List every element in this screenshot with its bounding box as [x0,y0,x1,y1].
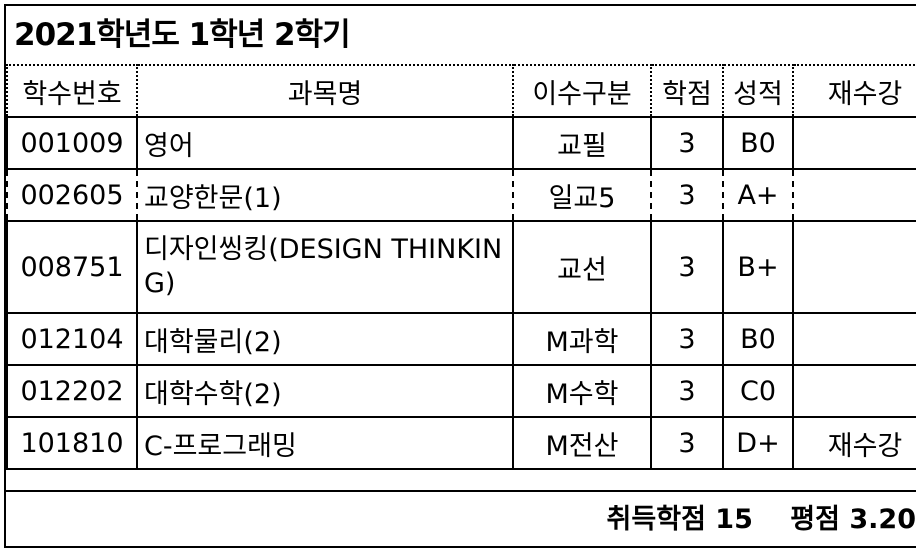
course-grade: A+ [722,168,794,222]
header-grade: 성적 [722,64,794,118]
course-retake [792,312,916,366]
course-type: 일교5 [512,168,652,222]
table-row: 101810 C-프로그래밍 M전산 3 D+ 재수강 [6,416,916,470]
course-name: C-프로그래밍 [136,416,514,470]
course-name: 디자인씽킹(DESIGN THINKING) [136,220,514,314]
table-row: 001009 영어 교필 3 B0 [6,116,916,170]
course-code: 101810 [6,416,138,470]
course-credit: 3 [650,416,724,470]
header-name: 과목명 [136,64,514,118]
course-credit: 3 [650,116,724,170]
transcript-frame [4,4,916,548]
header-type: 이수구분 [512,64,652,118]
course-retake [792,220,916,314]
course-credit: 3 [650,168,724,222]
header-retake: 재수강 [792,64,916,118]
course-grade: D+ [722,416,794,470]
course-type: M전산 [512,416,652,470]
table-header-row: 학수번호 과목명 이수구분 학점 성적 재수강 [6,64,916,118]
course-credit: 3 [650,220,724,314]
summary-footer: 취득학점 15 평점 3.20 [6,490,916,546]
header-code: 학수번호 [6,64,138,118]
course-name: 대학수학(2) [136,364,514,418]
course-name: 교양한문(1) [136,168,514,222]
course-code: 008751 [6,220,138,314]
course-grade: B0 [722,116,794,170]
course-credit: 3 [650,364,724,418]
table-row: 002605 교양한문(1) 일교5 3 A+ [6,168,916,222]
course-code: 001009 [6,116,138,170]
course-retake: 재수강 [792,416,916,470]
table-row: 012202 대학수학(2) M수학 3 C0 [6,364,916,418]
gpa: 평점 3.20 [790,504,916,535]
semester-title: 2021학년도 1학년 2학기 [14,17,351,53]
course-code: 002605 [6,168,138,222]
course-name: 영어 [136,116,514,170]
course-type: M과학 [512,312,652,366]
table-row: 008751 디자인씽킹(DESIGN THINKING) 교선 3 B+ [6,220,916,314]
course-code: 012104 [6,312,138,366]
course-retake [792,364,916,418]
table-row: 012104 대학물리(2) M과학 3 B0 [6,312,916,366]
course-type: M수학 [512,364,652,418]
course-grade: C0 [722,364,794,418]
course-credit: 3 [650,312,724,366]
course-type: 교선 [512,220,652,314]
header-credit: 학점 [650,64,724,118]
course-name: 대학물리(2) [136,312,514,366]
course-grade: B0 [722,312,794,366]
earned-credits: 취득학점 15 [606,504,753,535]
grades-table: 학수번호 과목명 이수구분 학점 성적 재수강 001009 영어 교필 3 B… [6,64,916,470]
course-retake [792,168,916,222]
course-retake [792,116,916,170]
course-type: 교필 [512,116,652,170]
course-code: 012202 [6,364,138,418]
course-grade: B+ [722,220,794,314]
